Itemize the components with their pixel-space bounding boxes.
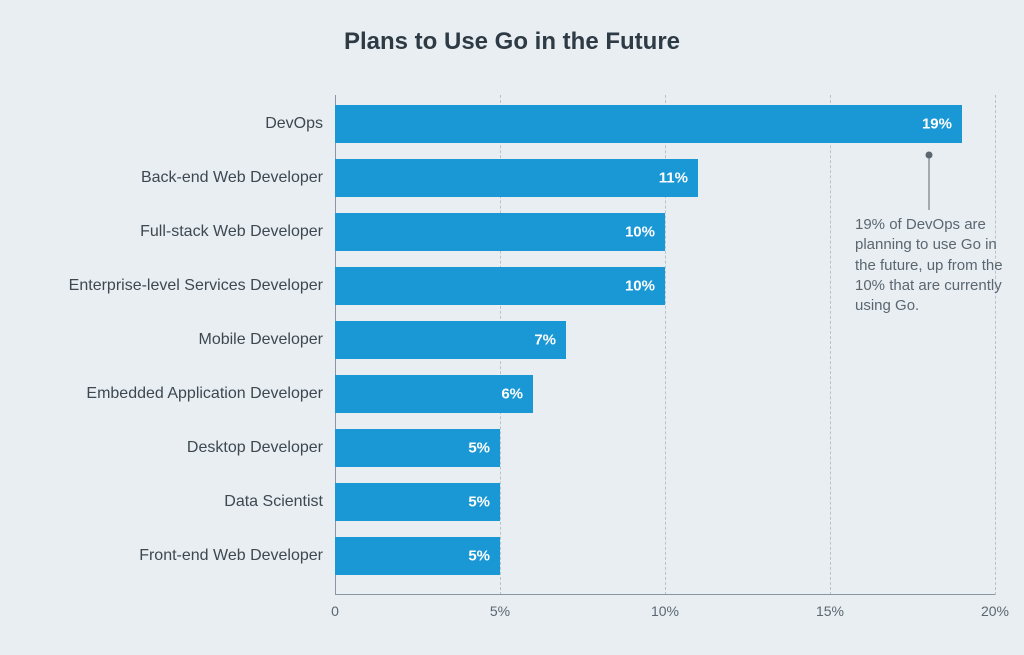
bar-chart: 05%10%15%20%19%DevOps11%Back-end Web Dev… [335,95,995,595]
x-tick-label: 15% [816,595,844,619]
chart-title: Plans to Use Go in the Future [0,28,1024,56]
bar-row: 5%Front-end Web Developer [335,537,995,575]
bar-value-label: 5% [468,494,490,511]
bar [335,213,665,251]
x-tick-label: 20% [981,595,1009,619]
x-axis-baseline [335,594,995,595]
bar [335,267,665,305]
category-label: Full-stack Web Developer [140,223,335,241]
category-label: Embedded Application Developer [86,385,335,403]
annotation-text: 19% of DevOps are planning to use Go in … [855,215,1005,316]
bar-value-label: 10% [625,224,655,241]
x-tick-label: 0 [331,595,339,619]
bar-value-label: 10% [625,278,655,295]
category-label: Front-end Web Developer [139,547,335,565]
annotation-leader-line [929,155,930,210]
bar-value-label: 7% [534,332,556,349]
bar-value-label: 19% [922,116,952,133]
bar-row: 7%Mobile Developer [335,321,995,359]
category-label: Desktop Developer [187,439,335,457]
bar-row: 5%Desktop Developer [335,429,995,467]
x-tick-label: 5% [490,595,510,619]
category-label: Mobile Developer [198,331,335,349]
category-label: Data Scientist [224,493,335,511]
bar [335,159,698,197]
category-label: DevOps [265,115,335,133]
x-tick-label: 10% [651,595,679,619]
plot-area: 05%10%15%20%19%DevOps11%Back-end Web Dev… [335,95,995,595]
bar-value-label: 5% [468,440,490,457]
grid-line [995,95,996,595]
category-label: Enterprise-level Services Developer [69,277,335,295]
bar-row: 6%Embedded Application Developer [335,375,995,413]
bar-row: 5%Data Scientist [335,483,995,521]
bar-value-label: 6% [501,386,523,403]
bar [335,321,566,359]
bar-value-label: 5% [468,548,490,565]
bar-row: 19%DevOps [335,105,995,143]
bar [335,105,962,143]
bar-row: 11%Back-end Web Developer [335,159,995,197]
bar-value-label: 11% [659,170,688,187]
category-label: Back-end Web Developer [141,169,335,187]
